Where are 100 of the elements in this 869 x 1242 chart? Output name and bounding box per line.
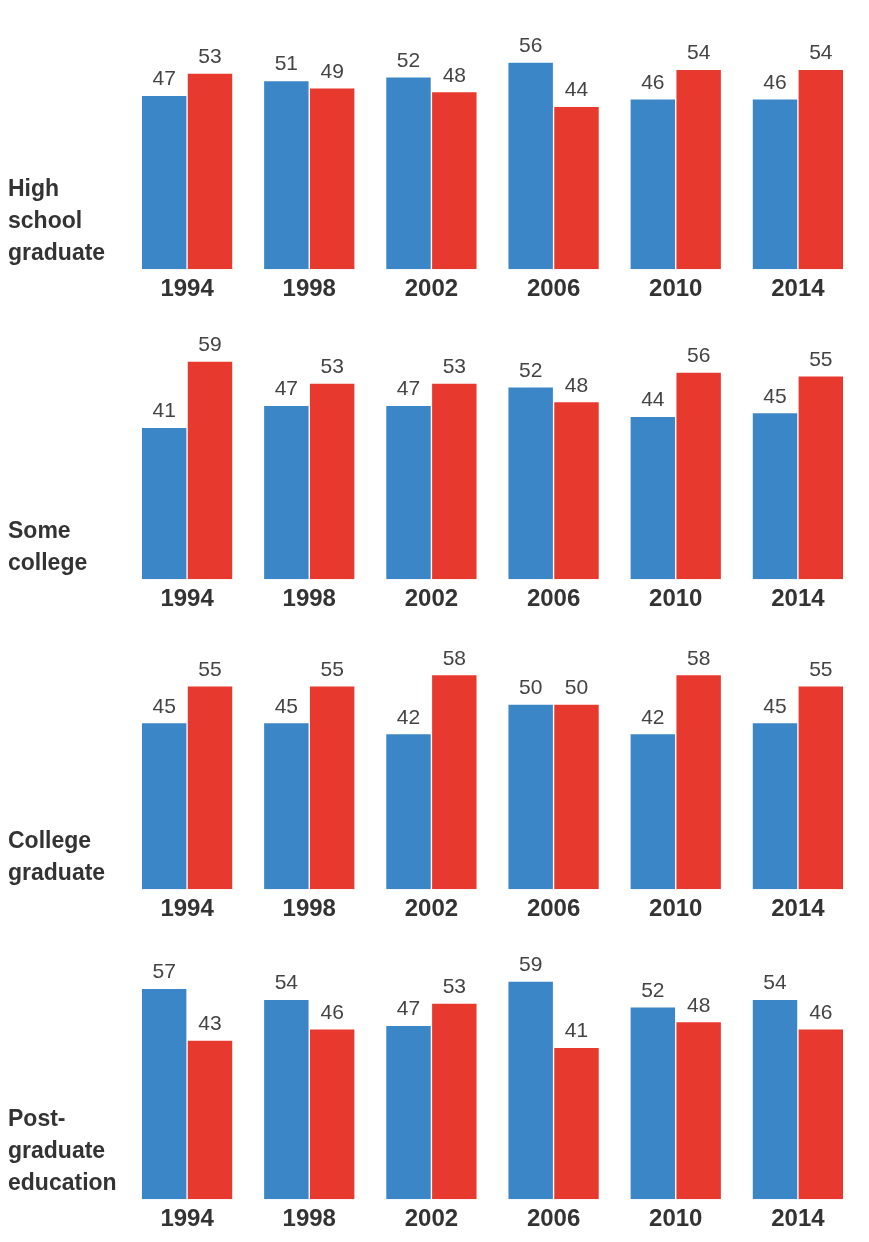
x-tick-label: 1994 — [160, 1204, 215, 1232]
bar — [798, 70, 844, 270]
data-label: 53 — [442, 354, 466, 378]
data-label: 57 — [152, 959, 176, 983]
bar — [798, 686, 844, 890]
bar — [554, 106, 599, 270]
x-tick-label: 2010 — [649, 274, 703, 302]
data-label: 53 — [442, 974, 466, 998]
data-label: 45 — [763, 383, 787, 407]
bar — [141, 723, 187, 890]
x-tick-label: 1994 — [160, 584, 215, 612]
data-label: 44 — [564, 77, 589, 101]
bar — [798, 376, 844, 580]
data-label: 48 — [442, 62, 466, 86]
x-tick-label: 2014 — [771, 274, 826, 302]
data-label: 50 — [564, 675, 589, 699]
data-label: 59 — [198, 331, 222, 355]
data-label: 54 — [763, 970, 788, 994]
bar — [676, 70, 721, 270]
data-label: 54 — [274, 970, 299, 994]
data-label: 56 — [519, 33, 543, 57]
x-tick-label: 2006 — [526, 894, 581, 922]
data-label: 48 — [564, 372, 589, 396]
bar — [386, 405, 431, 580]
bar — [630, 99, 676, 270]
x-tick-label: 1998 — [282, 894, 336, 922]
x-tick-label: 2002 — [404, 1204, 459, 1232]
bar — [309, 383, 355, 580]
bar — [187, 361, 233, 580]
bar — [508, 981, 553, 1200]
data-label: 46 — [641, 69, 665, 93]
data-label: 47 — [274, 376, 299, 400]
bar — [187, 1040, 233, 1200]
bar — [432, 383, 477, 580]
x-tick-label: 2006 — [526, 584, 581, 612]
bar — [309, 88, 355, 270]
x-tick-label: 2010 — [649, 894, 703, 922]
data-label: 55 — [320, 656, 344, 680]
bar — [554, 402, 599, 580]
data-label: 54 — [686, 40, 711, 64]
y-axis-title: High school graduate — [7, 174, 107, 267]
bar — [141, 95, 187, 270]
x-tick-label: 2014 — [771, 894, 826, 922]
x-tick-label: 2010 — [649, 584, 703, 612]
data-label: 45 — [763, 693, 787, 717]
bar — [508, 387, 553, 580]
y-axis-title: Post-graduate education — [7, 1104, 118, 1197]
bar — [141, 989, 187, 1200]
bar — [309, 1029, 355, 1200]
x-tick-label: 1998 — [282, 274, 336, 302]
data-label: 41 — [152, 398, 176, 422]
bar — [432, 675, 477, 890]
bar — [141, 428, 187, 580]
bar — [630, 416, 676, 580]
data-label: 41 — [564, 1018, 589, 1042]
x-tick-label: 2002 — [404, 894, 459, 922]
bar — [264, 723, 309, 890]
bar — [508, 62, 553, 270]
bar — [508, 704, 553, 890]
bar — [432, 92, 477, 270]
data-label: 43 — [198, 1010, 222, 1034]
data-label: 53 — [198, 44, 222, 68]
bar — [386, 77, 431, 270]
bar — [432, 1003, 477, 1200]
data-label: 52 — [641, 977, 665, 1001]
bar — [798, 1029, 844, 1200]
data-label: 48 — [686, 992, 711, 1016]
x-tick-label: 2014 — [771, 1204, 826, 1232]
data-label: 42 — [396, 704, 421, 728]
data-label: 58 — [442, 645, 466, 669]
bar — [187, 686, 233, 890]
data-label: 50 — [519, 675, 543, 699]
x-tick-label: 1998 — [282, 584, 336, 612]
x-tick-label: 1994 — [160, 894, 215, 922]
bar — [676, 1022, 721, 1200]
data-label: 52 — [519, 357, 543, 381]
data-label: 58 — [686, 645, 711, 669]
bar — [264, 81, 309, 270]
data-label: 47 — [396, 996, 421, 1020]
x-tick-label: 2006 — [526, 274, 581, 302]
x-tick-label: 1994 — [160, 274, 215, 302]
data-label: 53 — [320, 354, 344, 378]
data-label: 45 — [152, 693, 176, 717]
data-label: 46 — [763, 69, 787, 93]
bar — [752, 99, 798, 270]
data-label: 44 — [641, 387, 665, 411]
data-label: 51 — [274, 51, 299, 75]
bar — [264, 1000, 309, 1200]
bar — [264, 405, 309, 580]
x-tick-label: 2002 — [404, 584, 459, 612]
x-tick-label: 1998 — [282, 1204, 336, 1232]
bar — [187, 73, 233, 270]
data-label: 47 — [152, 66, 176, 90]
y-axis-title: Some college — [7, 516, 89, 577]
data-label: 55 — [809, 346, 833, 370]
x-tick-label: 2002 — [404, 274, 459, 302]
bar — [752, 723, 798, 890]
bar — [630, 1007, 676, 1200]
bar — [386, 734, 431, 890]
bar — [676, 675, 721, 890]
